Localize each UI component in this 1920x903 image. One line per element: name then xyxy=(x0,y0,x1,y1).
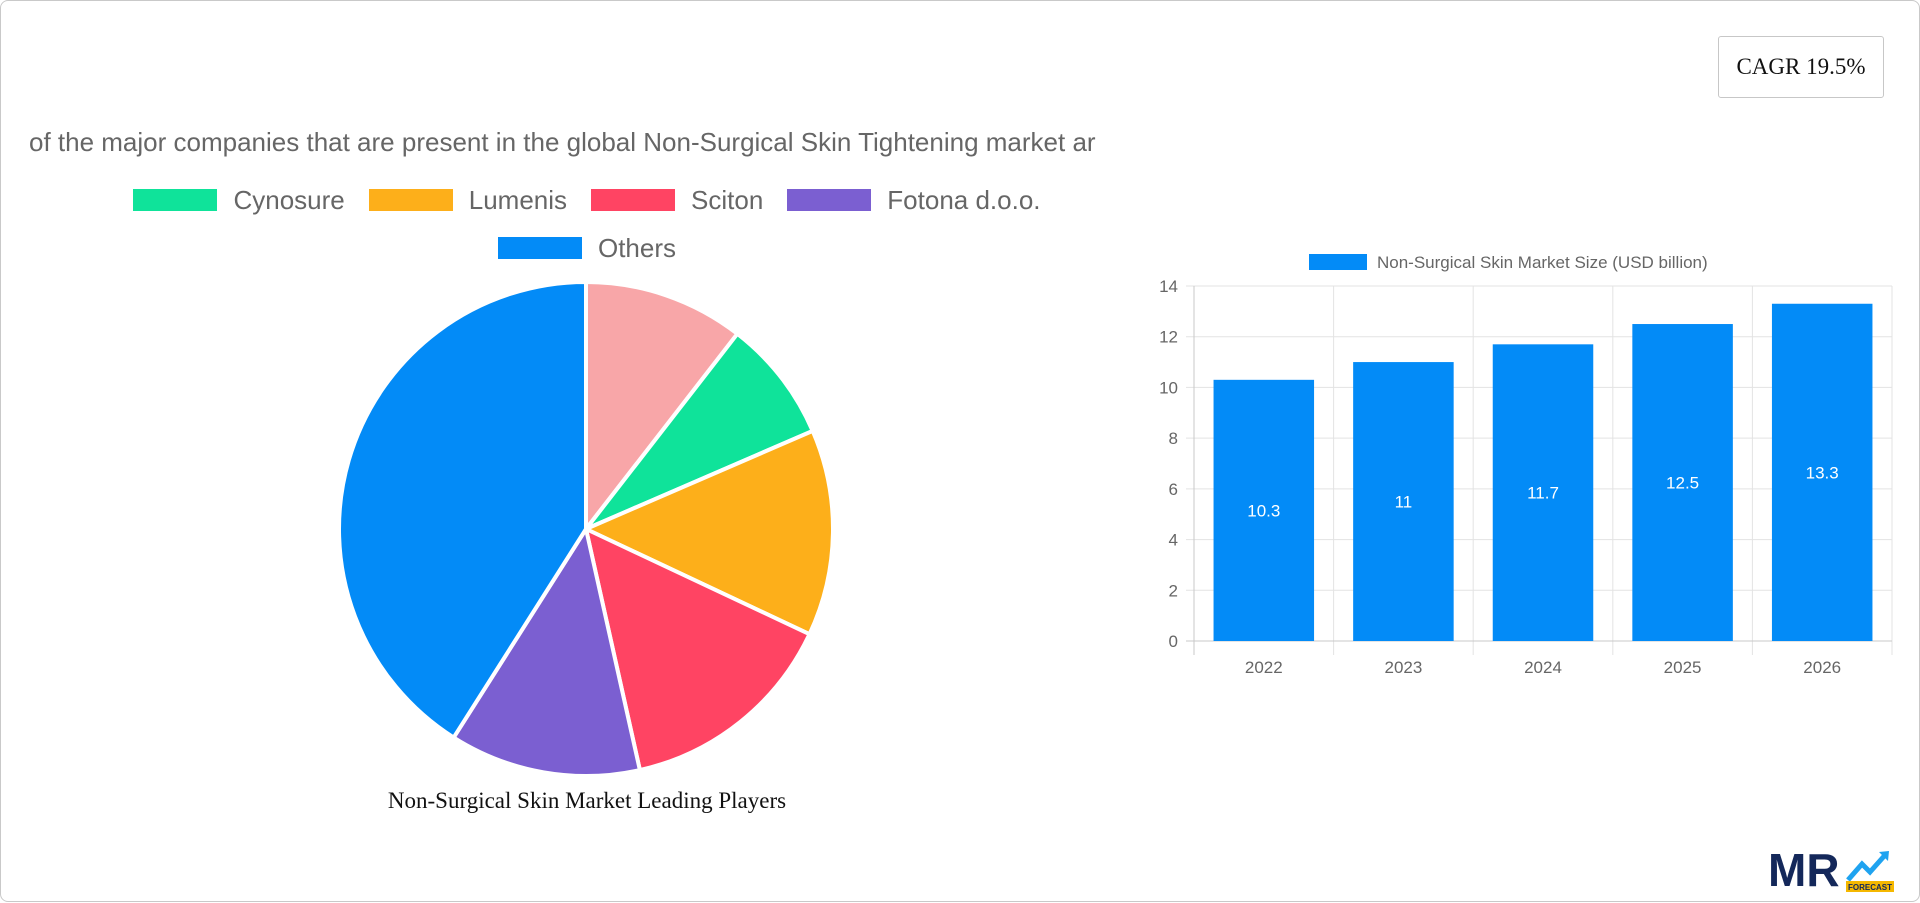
y-tick-label: 0 xyxy=(1169,632,1178,651)
bar-legend-label: Non-Surgical Skin Market Size (USD billi… xyxy=(1377,253,1708,272)
logo-text: MR xyxy=(1768,844,1840,894)
y-tick-label: 10 xyxy=(1159,378,1178,397)
bar-value-label: 11.7 xyxy=(1527,484,1559,503)
bar-legend-swatch xyxy=(1309,254,1367,270)
x-tick-label: 2025 xyxy=(1664,658,1702,677)
pie-legend: Cynosure Lumenis Sciton Fotona d.o.o. Ot… xyxy=(1,176,1173,272)
pie-slice-sciton[interactable] xyxy=(583,525,813,773)
x-tick-label: 2022 xyxy=(1245,658,1283,677)
bar-2025[interactable] xyxy=(1632,324,1733,641)
bar-value-label: 10.3 xyxy=(1247,501,1280,520)
bar-value-label: 12.5 xyxy=(1666,474,1699,493)
legend-swatch-lumenis xyxy=(368,189,453,211)
bar-2023[interactable] xyxy=(1353,362,1454,641)
pie-slice-unlabeled[interactable] xyxy=(584,279,741,535)
legend-item-others[interactable]: Others xyxy=(497,232,677,264)
legend-swatch-fotona xyxy=(787,189,872,211)
x-tick-label: 2024 xyxy=(1524,658,1562,677)
logo-subtext: FORECAST xyxy=(1848,883,1892,892)
pie-slice-fotona-d-o-o[interactable] xyxy=(450,523,643,778)
logo-trend-icon xyxy=(1846,852,1888,882)
pie-chart-title: of the major companies that are present … xyxy=(29,127,1096,157)
x-tick-label: 2023 xyxy=(1384,658,1422,677)
bar-value-label: 13.3 xyxy=(1806,463,1839,482)
legend-label-fotona: Fotona d.o.o. xyxy=(887,184,1041,215)
bar-chart: Non-Surgical Skin Market Size (USD billi… xyxy=(1159,253,1893,677)
y-tick-label: 12 xyxy=(1159,328,1178,347)
y-tick-label: 14 xyxy=(1159,277,1178,296)
legend-label-sciton: Sciton xyxy=(691,184,764,215)
legend-item-lumenis[interactable]: Lumenis xyxy=(368,184,568,216)
logo-subtext-band xyxy=(1846,881,1894,892)
legend-item-cynosure[interactable]: Cynosure xyxy=(133,184,345,216)
legend-swatch-sciton xyxy=(591,189,676,211)
mr-forecast-logo: MR FORECAST xyxy=(1768,844,1894,894)
bar-2024[interactable] xyxy=(1492,344,1594,641)
pie-chart xyxy=(337,279,835,778)
legend-swatch-cynosure xyxy=(133,189,218,211)
x-tick-label: 2026 xyxy=(1803,658,1841,677)
legend-label-lumenis: Lumenis xyxy=(468,184,568,215)
legend-label-cynosure: Cynosure xyxy=(233,184,345,215)
bar-2026[interactable] xyxy=(1771,303,1873,641)
legend-row-1: Cynosure Lumenis Sciton Fotona d.o.o. xyxy=(1,176,1173,224)
legend-item-sciton[interactable]: Sciton xyxy=(591,185,763,216)
legend-label-others: Others xyxy=(597,232,677,263)
legend-swatch-others xyxy=(497,237,582,259)
pie-slice-lumenis[interactable] xyxy=(581,428,835,637)
legend-row-2: Others xyxy=(1,224,1173,272)
cagr-badge: CAGR 19.5% xyxy=(1718,36,1884,98)
pie-slice-others[interactable] xyxy=(337,279,588,741)
y-tick-label: 6 xyxy=(1169,480,1178,499)
y-tick-label: 4 xyxy=(1169,531,1178,550)
pie-chart-caption: Non-Surgical Skin Market Leading Players xyxy=(387,788,787,813)
pie-slice-cynosure[interactable] xyxy=(584,331,816,531)
y-tick-label: 2 xyxy=(1169,581,1178,600)
bar-value-label: 11 xyxy=(1395,493,1413,512)
bar-2022[interactable] xyxy=(1213,379,1315,641)
legend-item-fotona[interactable]: Fotona d.o.o. xyxy=(787,184,1041,216)
logo-arrow-icon xyxy=(1879,851,1889,861)
y-tick-label: 8 xyxy=(1169,429,1178,448)
